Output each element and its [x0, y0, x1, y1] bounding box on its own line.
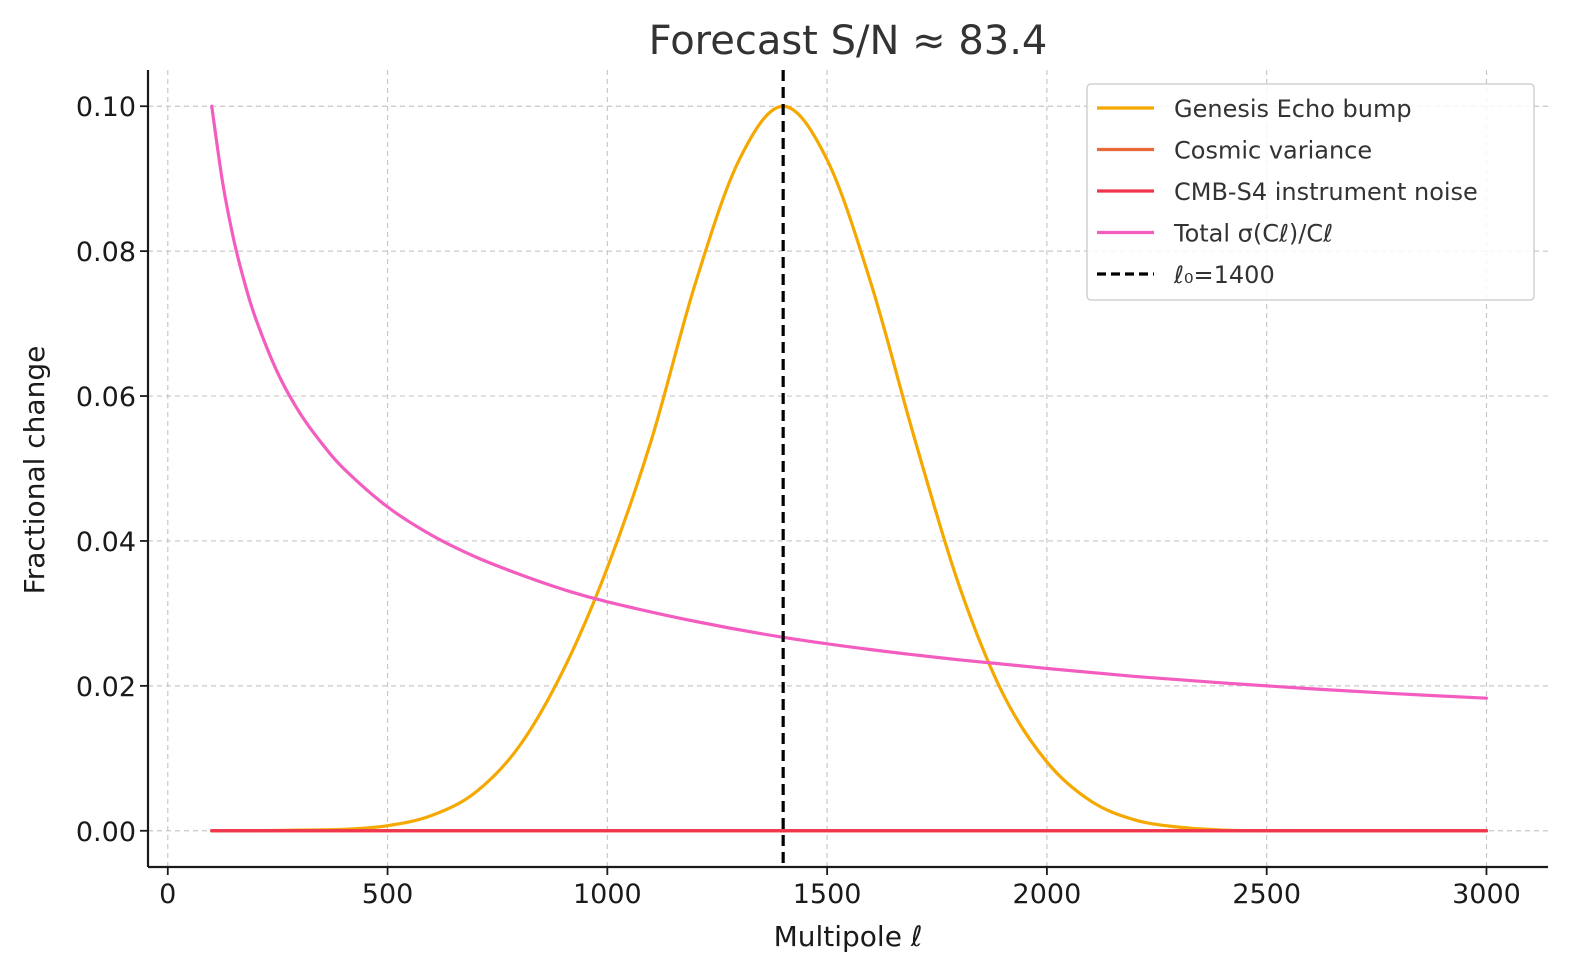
x-tick-label: 1500 — [793, 879, 862, 910]
y-tick-label: 0.00 — [76, 817, 136, 848]
x-tick-label: 2500 — [1232, 879, 1301, 910]
y-tick-label: 0.06 — [76, 382, 136, 413]
y-tick-label: 0.04 — [76, 527, 136, 558]
x-axis-label: Multipole ℓ — [774, 920, 923, 953]
x-tick-label: 1000 — [573, 879, 642, 910]
y-tick-label: 0.08 — [76, 237, 136, 268]
legend: Genesis Echo bump Cosmic variance CMB-S4 i… — [1086, 83, 1535, 301]
legend-label: CMB-S4 instrument noise — [1174, 178, 1478, 206]
legend-label: Cosmic variance — [1174, 137, 1372, 165]
ticks: 0 500 1000 1500 2000 2500 3000 0.00 0.02 0.04 0.06… — [76, 92, 1521, 910]
grid — [148, 70, 1548, 867]
y-tick-label: 0.10 — [76, 92, 136, 123]
chart-title: Forecast S/N ≈ 83.4 — [649, 18, 1048, 64]
series-line-total-sigma — [210, 104, 1489, 700]
legend-box — [1086, 83, 1535, 301]
x-tick-label: 0 — [159, 879, 176, 910]
series-layer — [210, 70, 1489, 867]
y-axis-label: Fractional change — [18, 346, 51, 595]
legend-label: Genesis Echo bump — [1174, 95, 1412, 123]
x-tick-label: 3000 — [1452, 879, 1521, 910]
y-tick-label: 0.02 — [76, 672, 136, 703]
axes — [146, 70, 1548, 869]
x-tick-label: 2000 — [1013, 879, 1082, 910]
legend-label: Total σ(Cℓ)/Cℓ — [1173, 220, 1333, 248]
x-tick-label: 500 — [362, 879, 414, 910]
legend-label: ℓ₀=1400 — [1173, 261, 1275, 289]
